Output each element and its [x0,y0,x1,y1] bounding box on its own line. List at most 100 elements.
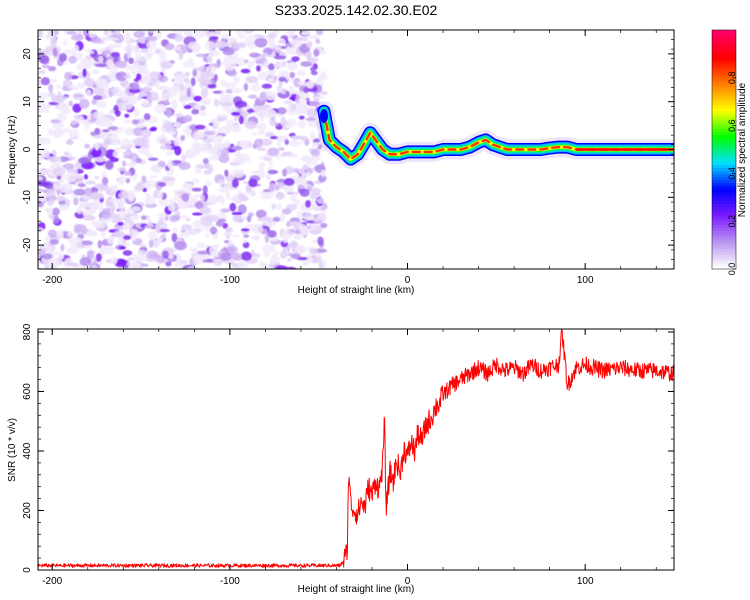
spectrogram-noise-blob [275,191,285,200]
spectrogram-noise-blob [310,66,316,72]
spectrogram-noise-blob [254,109,266,117]
spectrogram-noise-blob [128,261,141,269]
spectrogram-noise-blob [320,210,327,215]
spectrogram-noise-blob [52,167,66,176]
spectrogram-noise-blob [158,160,166,167]
spectrogram-noise-blob [310,131,316,141]
spectrogram-noise-blob [45,196,51,202]
spectrogram-noise-blob [256,65,261,72]
spectrogram-noise-blob [106,120,113,127]
colorbar-cell [712,77,736,82]
colorbar-cell [712,125,736,130]
figure-title: S233.2025.142.02.30.E02 [275,2,438,18]
spectrogram-noise-blob [174,241,187,251]
spectrogram-noise-blob [279,250,287,259]
spectrogram-noise-blob [256,147,266,152]
spectrogram-noise-blob [231,168,245,178]
spectrogram-noise-blob [277,38,286,45]
spectrogram-noise-blob [288,85,295,93]
spectrogram-noise-blob [123,119,132,124]
spectrogram-noise-blob [238,193,246,201]
spectrogram-noise-blob [268,40,276,50]
spectrogram-noise-blob [101,245,115,255]
colorbar-cell [712,164,736,169]
spectrogram-noise-blob [300,173,306,183]
spectrogram-noise-blob [40,77,50,86]
spectrogram-noise-blob [133,137,146,147]
spectrogram-noise-blob [144,35,158,42]
spectrogram-noise-blob [220,79,227,87]
spectrogram-noise-blob [145,192,151,200]
spectrogram-noise-blob [231,211,243,216]
spectrogram-noise-blob [200,97,212,106]
spectrogram-noise-blob [225,260,236,265]
spectrogram-noise-blob [157,190,163,200]
spectrogram-noise-blob [194,200,205,210]
spectrogram-noise-blob [313,48,320,57]
spectrogram-noise-blob [311,155,318,163]
spectrogram-noise-blob [240,68,251,74]
colorbar-cell [712,131,736,136]
spectrogram-noise-blob [102,129,110,133]
colorbar-cell [712,188,736,192]
spectrogram-noise-blob [237,57,245,61]
spectrogram-noise-blob [165,260,172,267]
spectrogram-noise-blob [289,103,298,111]
spectrogram-noise-blob [186,88,192,98]
spectrogram-noise-blob [189,246,195,253]
spectrogram-noise-blob [292,198,301,206]
spectrogram-noise-blob [187,57,194,65]
spectrogram-noise-blob [160,61,173,69]
spectrogram-noise-blob [38,193,49,203]
spectrogram-noise-blob [225,226,233,233]
spectrogram-noise-blob [210,42,218,49]
spectrogram-noise-blob [68,55,77,64]
colorbar-cell [712,209,736,213]
spectrogram-noise-blob [87,154,93,161]
spectrogram-noise-blob [209,50,221,57]
colorbar-ticks: 0.0 0.2 0.4 0.6 0.8 [727,72,737,276]
spectrogram-noise-blob [126,262,132,266]
spectrogram-noise-blob [82,68,87,78]
spectrogram-noise-blob [219,91,225,101]
y-tick-label: 400 [22,442,33,459]
spectrogram-noise-blob [174,74,185,84]
spectrogram-noise-blob [126,52,132,58]
spectrogram-noise-blob [195,164,207,170]
spectrogram-noise-blob [113,230,125,238]
spectrogram-noise-blob [122,250,133,256]
spectrogram-noise-blob [91,264,98,269]
spectrogram-noise-blob [55,195,66,202]
colorbar-cell [712,74,736,79]
spectrogram-noise-blob [156,224,161,234]
spectrogram-noise-blob [297,99,308,103]
colorbar-cell [712,32,736,37]
spectrogram-noise-blob [73,197,79,206]
spectrogram-noise-blob [91,147,102,158]
colorbar-cell [712,173,736,177]
spectrogram-noise-blob [306,40,313,49]
spectrogram-noise-blob [173,122,182,128]
spectrogram-noise-blob [167,159,173,169]
spectrogram-noise-blob [127,193,135,202]
spectrogram-noise-blob [123,235,132,240]
spectrogram-noise-blob [206,258,215,263]
colorbar-cell [712,266,736,270]
colorbar-cell [712,155,736,160]
spectrogram-noise-blob [197,75,210,84]
spectrogram-noise-blob [150,165,162,173]
spectrogram-noise-blob [45,189,56,197]
spectrogram-noise-blob [51,207,60,216]
spectrogram-noise-blob [283,100,293,104]
spectrogram-noise-blob [94,176,100,180]
spectrogram-noise-blob [187,41,201,50]
spectrogram-noise-blob [39,54,49,65]
spectrogram-noise-blob [172,227,178,233]
colorbar-cell [712,218,736,222]
spectrogram-noise-blob [38,181,51,187]
colorbar-cell [712,254,736,258]
spectrogram-noise-blob [154,103,167,114]
spectrogram-noise-blob [191,187,202,192]
spectrogram-noise-blob [291,56,300,62]
spectrogram-noise-blob [76,82,86,90]
